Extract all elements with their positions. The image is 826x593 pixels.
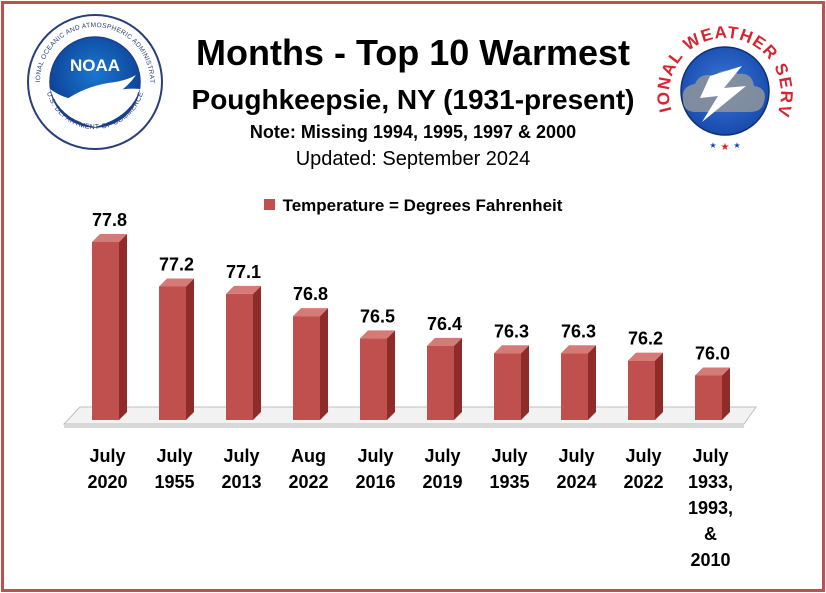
category-label-line: 2010 [690, 550, 730, 570]
category-label-line: July [357, 446, 393, 466]
category-label: July 2019 [422, 446, 462, 492]
category-label-line: 1993, [688, 498, 733, 518]
chart-title: Months - Top 10 Warmest [195, 32, 631, 73]
category-label-line: 1933, [688, 472, 733, 492]
bar-front [293, 316, 320, 420]
category-label: July 2020 [87, 446, 127, 492]
bar-2 [159, 278, 194, 420]
category-label-line: & [704, 524, 717, 544]
data-label: 76.2 [628, 329, 663, 349]
category-label: July 2013 [221, 446, 261, 492]
category-label-line: July [156, 446, 192, 466]
noaa-logo: NOAA NATIONAL OCEANIC AND ATMOSPHERIC AD… [26, 13, 163, 150]
bar-8 [561, 345, 596, 420]
category-label-line: July [558, 446, 594, 466]
bar-top [427, 337, 462, 346]
bar-side [454, 337, 462, 420]
category-label: July 2022 [623, 446, 663, 492]
bar-top [360, 330, 395, 339]
category-label: Aug 2022 [288, 446, 328, 492]
category-label: July 1955 [154, 446, 194, 492]
bar-front [92, 242, 119, 420]
bar-5 [360, 330, 395, 420]
legend-swatch [263, 199, 275, 210]
category-label-line: 2020 [87, 472, 127, 492]
bar-9 [628, 352, 663, 420]
bar-10 [695, 367, 730, 420]
category-label-line: July [491, 446, 527, 466]
category-label: July 1935 [489, 446, 529, 492]
bar-top [561, 345, 596, 354]
category-label-line: 2022 [288, 472, 328, 492]
bar-side [722, 367, 730, 420]
bar-front [561, 353, 588, 420]
data-label: 77.1 [226, 262, 261, 282]
data-label: 76.3 [561, 321, 596, 341]
category-label: July 2016 [355, 446, 395, 492]
category-label-line: 2024 [556, 472, 596, 492]
data-label: 76.5 [360, 306, 395, 326]
category-label-line: July [223, 446, 259, 466]
bar-front [628, 360, 655, 420]
category-label-line: 2013 [221, 472, 261, 492]
bar-front [494, 353, 521, 420]
data-label: 76.0 [695, 344, 730, 364]
svg-text:★: ★ [709, 141, 716, 150]
bar-top [159, 278, 194, 287]
category-label-line: July [692, 446, 728, 466]
category-label-line: 1955 [154, 472, 194, 492]
bar-side [655, 352, 663, 420]
chart-floor-edge [64, 424, 744, 428]
bar-4 [293, 308, 328, 420]
bar-side [588, 345, 596, 420]
nws-logo: NATIONAL WEATHER SERVICE ★ ★ ★ [650, 16, 795, 161]
category-label-line: 2016 [355, 472, 395, 492]
legend-label: Temperature = Degrees Fahrenheit [282, 196, 563, 215]
bar-side [253, 285, 261, 420]
svg-text:★: ★ [721, 142, 730, 153]
category-label-line: July [424, 446, 460, 466]
category-label-line: 2019 [422, 472, 462, 492]
bar-top [628, 352, 663, 361]
bar-top [293, 308, 328, 317]
category-label-line: July [625, 446, 661, 466]
category-label-line: 1935 [489, 472, 529, 492]
data-label: 76.4 [427, 314, 462, 334]
bar-front [159, 286, 186, 420]
category-label-line: July [89, 446, 125, 466]
chart-subtitle: Poughkeepsie, NY (1931-present) [191, 84, 635, 115]
bar-front [226, 293, 253, 420]
bar-side [320, 308, 328, 420]
bar-1 [92, 234, 127, 420]
bar-front [427, 345, 454, 420]
bar-front [695, 375, 722, 420]
bar-top [92, 234, 127, 242]
bar-6 [427, 337, 462, 420]
svg-text:NOAA: NOAA [70, 56, 120, 75]
svg-text:★: ★ [733, 141, 740, 150]
updated-date: Updated: September 2024 [295, 148, 531, 170]
chart-legend: Temperature = Degrees Fahrenheit [0, 196, 826, 216]
bar-top [494, 345, 529, 354]
bar-side [521, 345, 529, 420]
category-label: July 2024 [556, 446, 596, 492]
data-label: 77.8 [92, 210, 127, 230]
category-label-line: Aug [291, 446, 326, 466]
category-label-line: 2022 [623, 472, 663, 492]
bar-3 [226, 285, 261, 420]
bar-front [360, 338, 387, 420]
bar-top [695, 367, 730, 376]
data-label: 76.3 [494, 321, 529, 341]
bar-7 [494, 345, 529, 420]
bar-side [387, 330, 395, 420]
bar-side [186, 278, 194, 420]
data-label: 77.2 [159, 255, 194, 275]
data-label: 76.8 [293, 284, 328, 304]
category-label: July 1933, 1993, & 2010 [688, 446, 733, 570]
bar-side [119, 234, 127, 420]
bar-top [226, 285, 261, 294]
chart-note: Note: Missing 1994, 1995, 1997 & 2000 [249, 122, 577, 142]
